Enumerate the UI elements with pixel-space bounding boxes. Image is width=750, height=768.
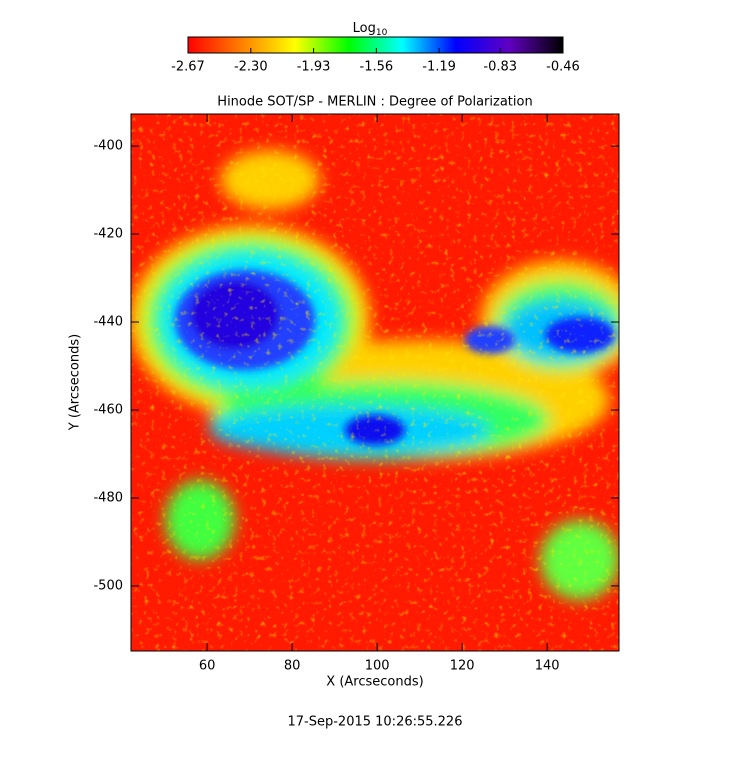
x-tick-label: 140 — [535, 659, 560, 674]
y-tick-label: -400 — [93, 139, 123, 154]
y-tick-label: -420 — [93, 227, 123, 242]
colorbar-title-subscript: 10 — [376, 28, 388, 38]
y-tick-label: -460 — [93, 402, 123, 417]
colorbar-tick-label: -0.46 — [546, 60, 580, 75]
x-tick-label: 100 — [365, 659, 390, 674]
plot-frame — [130, 113, 620, 652]
chart-title: Hinode SOT/SP - MERLIN : Degree of Polar… — [217, 95, 532, 110]
colorbar-tick-label: -1.56 — [360, 60, 394, 75]
colorbar-tick-label: -2.30 — [234, 60, 268, 75]
x-axis-label: X (Arcseconds) — [326, 675, 423, 690]
colorbar-title-text: Log — [353, 21, 376, 36]
timestamp: 17-Sep-2015 10:26:55.226 — [288, 715, 463, 730]
polarization-image — [131, 114, 619, 651]
x-tick-label: 60 — [199, 659, 216, 674]
y-tick-label: -480 — [93, 490, 123, 505]
colorbar-tick-label: -1.93 — [297, 60, 331, 75]
colorbar-tick-label: -2.67 — [171, 60, 205, 75]
colorbar — [187, 36, 564, 54]
y-tick-label: -440 — [93, 315, 123, 330]
y-tick-label: -500 — [93, 578, 123, 593]
colorbar-tick-label: -1.19 — [422, 60, 456, 75]
y-axis-label: Y (Arcseconds) — [68, 334, 83, 431]
colorbar-tick-label: -0.83 — [483, 60, 517, 75]
colorbar-title: Log10 — [353, 21, 388, 38]
x-tick-label: 120 — [450, 659, 475, 674]
x-tick-label: 80 — [284, 659, 301, 674]
